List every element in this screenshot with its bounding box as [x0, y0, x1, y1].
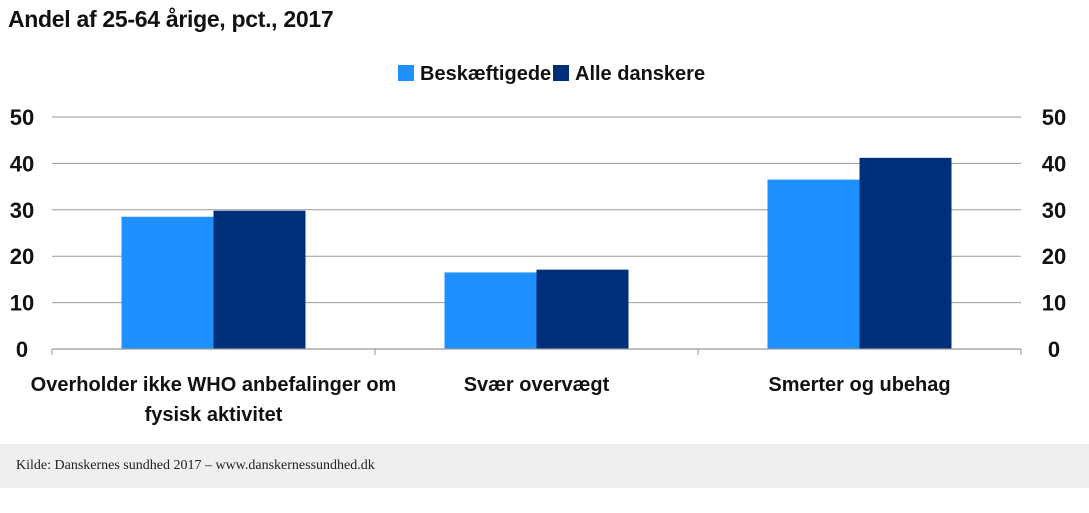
y-axis-right-ticks: 0 10 20 30 40 50	[1042, 105, 1066, 362]
bar-beskaeftigede	[121, 216, 214, 349]
y-tick-label-left: 40	[10, 151, 34, 176]
y-axis-left-ticks: 0 10 20 30 40 50	[10, 105, 34, 362]
y-tick-label-right: 10	[1042, 291, 1066, 316]
legend-swatch	[398, 65, 414, 81]
legend-label: Beskæftigede	[420, 63, 551, 85]
bar-alle-danskere	[213, 210, 306, 349]
source-text: Kilde: Danskernes sundhed 2017 – www.dan…	[16, 458, 375, 473]
y-tick-label-left: 30	[10, 198, 34, 223]
y-tick-label-left: 10	[10, 291, 34, 316]
y-tick-label-left: 50	[10, 105, 34, 130]
axes	[51, 348, 1022, 355]
x-category-label: Overholder ikke WHO anbefalinger om	[31, 374, 397, 396]
legend-swatch	[553, 65, 569, 81]
chart-title: Andel af 25-64 årige, pct., 2017	[8, 6, 334, 32]
bars	[121, 157, 952, 349]
y-tick-label-right: 50	[1042, 105, 1066, 130]
source-footer: Kilde: Danskernes sundhed 2017 – www.dan…	[0, 444, 1089, 488]
legend-label: Alle danskere	[575, 63, 705, 85]
bar-alle-danskere	[859, 157, 952, 349]
legend: Beskæftigede Alle danskere	[398, 63, 705, 85]
x-category-label: Smerter og ubehag	[768, 374, 950, 396]
bar-chart: 0 10 20 30 40 50 0 10 20 30 40 50 Overholder ikke …	[10, 63, 1066, 426]
y-tick-label-right: 30	[1042, 198, 1066, 223]
x-category-label: Svær overvægt	[464, 374, 610, 396]
bar-beskaeftigede	[444, 272, 537, 349]
x-axis-labels: Overholder ikke WHO anbefalinger om fysis…	[31, 374, 951, 426]
y-tick-label-right: 40	[1042, 151, 1066, 176]
bar-alle-danskere	[536, 269, 629, 349]
y-tick-label-left: 20	[10, 244, 34, 269]
y-tick-label-right: 20	[1042, 244, 1066, 269]
bar-beskaeftigede	[767, 179, 860, 349]
y-tick-label-left: 0	[16, 337, 28, 362]
x-category-label: fysisk aktivitet	[145, 404, 283, 426]
y-tick-label-right: 0	[1048, 337, 1060, 362]
